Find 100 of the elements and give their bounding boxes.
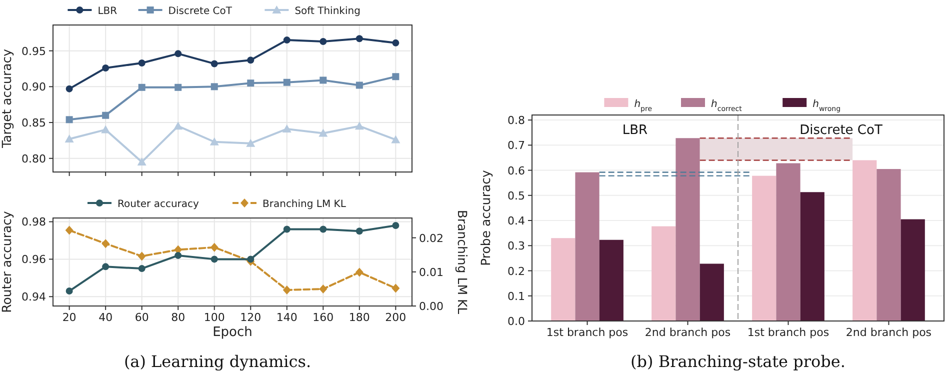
bar	[599, 240, 624, 321]
point	[174, 122, 183, 130]
point	[101, 125, 110, 134]
point	[66, 288, 73, 295]
legend-label: Router accuracy	[118, 199, 200, 210]
legend-label: Discrete CoT	[168, 6, 233, 17]
point	[282, 285, 291, 294]
bar	[800, 192, 824, 321]
annotation: Discrete CoT	[800, 123, 882, 138]
text: (a) Learning dynamics.	[124, 352, 312, 371]
legend-label: Branching LM KL	[262, 199, 346, 210]
x-tick-label: 80	[171, 311, 186, 324]
bar	[700, 264, 724, 321]
point	[102, 64, 110, 72]
y-tick-label: 0.2	[508, 264, 525, 278]
y-tick-label: 0.80	[22, 152, 46, 166]
point	[64, 134, 74, 143]
point	[391, 135, 400, 144]
point	[174, 84, 182, 91]
x-tick-label: 60	[134, 311, 149, 324]
point	[66, 85, 73, 92]
point	[282, 124, 292, 132]
point	[283, 226, 290, 233]
point	[174, 50, 182, 58]
point	[247, 56, 254, 64]
y-tick-label: 0.94	[22, 290, 46, 304]
y-axis-title: Probe accuracy	[478, 169, 493, 266]
legend-label: h$_{pre}$	[634, 99, 652, 113]
point	[318, 128, 328, 137]
point	[247, 80, 254, 87]
point	[320, 38, 327, 45]
y-tick-label: 0.95	[22, 44, 46, 58]
point	[210, 60, 218, 68]
y-tick-label: 0.3	[508, 240, 525, 253]
point	[210, 256, 218, 263]
point	[137, 157, 146, 166]
point	[392, 39, 400, 46]
point	[138, 60, 146, 67]
y-tick-label: 0.98	[22, 216, 46, 229]
y-tick-label: 0.8	[508, 114, 525, 128]
x-tick-label: 1st branch pos	[546, 326, 628, 339]
bar	[575, 172, 600, 321]
point	[354, 122, 364, 130]
point	[246, 138, 256, 147]
y2-tick-label: 0.00	[419, 300, 444, 313]
y-tick-label: 0.5	[508, 189, 525, 202]
x-tick-label: 2nd branch pos	[644, 326, 731, 339]
point	[392, 73, 400, 80]
point	[356, 228, 363, 235]
point	[65, 226, 74, 235]
text: (b) Branching-state probe.	[630, 352, 846, 371]
point	[66, 116, 73, 124]
point	[174, 252, 182, 259]
point	[320, 226, 327, 233]
y-tick-label: 0.7	[508, 139, 525, 152]
legend-label: LBR	[98, 6, 118, 17]
annotation: LBR	[622, 123, 648, 138]
point	[138, 265, 146, 272]
point	[320, 76, 327, 84]
x-tick-label: 180	[348, 311, 370, 324]
point	[102, 239, 110, 248]
bar	[776, 163, 800, 321]
x-tick-label: 40	[98, 311, 113, 324]
x-tick-label: 100	[204, 311, 225, 324]
point	[283, 78, 290, 86]
bar	[676, 138, 700, 321]
point	[210, 83, 218, 90]
point	[138, 84, 146, 91]
y-tick-label: 0.85	[22, 116, 46, 130]
point	[210, 137, 219, 146]
bar	[652, 226, 676, 321]
point	[283, 36, 290, 44]
legend-label: Soft Thinking	[294, 6, 360, 17]
x-axis-title: Epoch	[212, 325, 252, 340]
y-tick-label: 0.4	[508, 214, 525, 228]
legend-label: h$_{wrong}$	[812, 99, 841, 113]
point	[356, 82, 363, 89]
y-tick-label: 0.96	[22, 253, 46, 266]
point	[102, 112, 110, 119]
x-tick-label: 200	[385, 311, 406, 324]
point	[392, 284, 400, 293]
y-axis-title: Router accuracy	[0, 210, 14, 313]
y2-tick-label: 0.01	[419, 266, 444, 279]
y-tick-label: 0.90	[22, 80, 46, 94]
bar	[752, 176, 776, 321]
point	[355, 268, 364, 277]
bar	[852, 160, 877, 321]
bar	[876, 169, 901, 321]
x-tick-label: 120	[240, 311, 262, 324]
x-tick-label: 140	[276, 311, 298, 324]
y-axis-title: Target accuracy	[0, 48, 14, 150]
point	[247, 256, 254, 263]
point	[319, 284, 328, 294]
bar	[900, 219, 925, 321]
point	[138, 252, 146, 261]
y-tick-label: 0.1	[508, 290, 525, 303]
x-tick-label: 160	[312, 311, 334, 324]
y-tick-label: 0.0	[508, 315, 525, 328]
point	[210, 242, 218, 252]
y-tick-label: 0.6	[508, 164, 525, 178]
